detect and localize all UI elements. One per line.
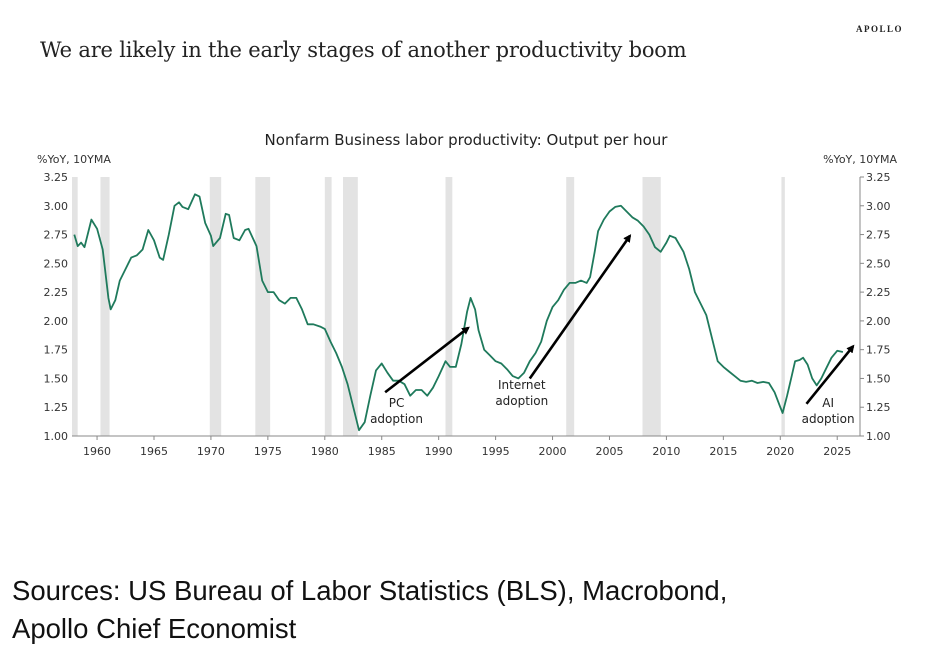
annotation-arrow	[528, 234, 632, 380]
y-tick-label-right: 2.25	[866, 286, 891, 299]
x-tick-label: 1975	[254, 445, 282, 458]
x-tick-label: 2015	[709, 445, 737, 458]
x-tick-label: 1965	[140, 445, 168, 458]
y-tick-label-left: 1.50	[44, 372, 69, 385]
source-line-1: Sources: US Bureau of Labor Statistics (…	[12, 575, 728, 606]
recession-band	[255, 177, 271, 436]
source-line-2: Apollo Chief Economist	[12, 613, 297, 644]
sources-note: Sources: US Bureau of Labor Statistics (…	[12, 572, 932, 648]
y-tick-label-left: 3.00	[44, 200, 69, 213]
y-tick-label-right: 3.25	[866, 171, 891, 184]
y-tick-label-right: 1.75	[866, 344, 891, 357]
x-tick-label: 1980	[311, 445, 339, 458]
y-axis-label-left: %YoY, 10YMA	[37, 153, 111, 166]
recession-band	[209, 177, 222, 436]
y-tick-label-left: 2.50	[44, 257, 69, 270]
y-tick-label-left: 1.00	[44, 430, 69, 443]
y-tick-label-left: 2.75	[44, 229, 69, 242]
brand-logo: APOLLO	[856, 24, 904, 34]
y-tick-label-left: 2.00	[44, 315, 69, 328]
y-tick-label-right: 1.50	[866, 372, 891, 385]
x-tick-label: 1985	[368, 445, 396, 458]
x-tick-label: 2000	[539, 445, 567, 458]
y-tick-label-left: 2.25	[44, 286, 69, 299]
y-tick-label-right: 1.00	[866, 430, 891, 443]
recession-band	[72, 177, 78, 436]
x-tick-label: 2025	[823, 445, 851, 458]
recession-band	[100, 177, 110, 436]
y-tick-label-left: 1.25	[44, 401, 69, 414]
annotation-label: adoption	[802, 412, 855, 426]
x-tick-label: 1990	[425, 445, 453, 458]
y-tick-label-right: 2.75	[866, 229, 891, 242]
y-tick-label-right: 2.00	[866, 315, 891, 328]
annotation-label: PC	[389, 396, 405, 410]
recession-band	[566, 177, 575, 436]
annotation-arrow	[384, 326, 470, 394]
x-tick-label: 1960	[83, 445, 111, 458]
recession-band	[642, 177, 661, 436]
x-tick-label: 2020	[766, 445, 794, 458]
annotation-label: adoption	[495, 394, 548, 408]
recession-band	[781, 177, 785, 436]
x-tick-label: 2010	[652, 445, 680, 458]
x-tick-label: 1970	[197, 445, 225, 458]
x-tick-label: 2005	[595, 445, 623, 458]
recession-band	[324, 177, 332, 436]
y-tick-label-left: 3.25	[44, 171, 69, 184]
annotation-label: adoption	[370, 412, 423, 426]
y-tick-label-right: 2.50	[866, 257, 891, 270]
recession-band	[343, 177, 358, 436]
slide-title: We are likely in the early stages of ano…	[40, 38, 687, 62]
y-axis-label-right: %YoY, 10YMA	[823, 153, 897, 166]
y-tick-label-right: 1.25	[866, 401, 891, 414]
recession-band	[445, 177, 453, 436]
y-tick-label-right: 3.00	[866, 200, 891, 213]
annotation-label: AI	[822, 396, 834, 410]
chart-title: Nonfarm Business labor productivity: Out…	[265, 131, 669, 149]
annotation-arrow	[805, 344, 855, 405]
annotation-label: Internet	[498, 378, 546, 392]
y-tick-label-left: 1.75	[44, 344, 69, 357]
x-tick-label: 1995	[482, 445, 510, 458]
productivity-line	[73, 193, 844, 432]
